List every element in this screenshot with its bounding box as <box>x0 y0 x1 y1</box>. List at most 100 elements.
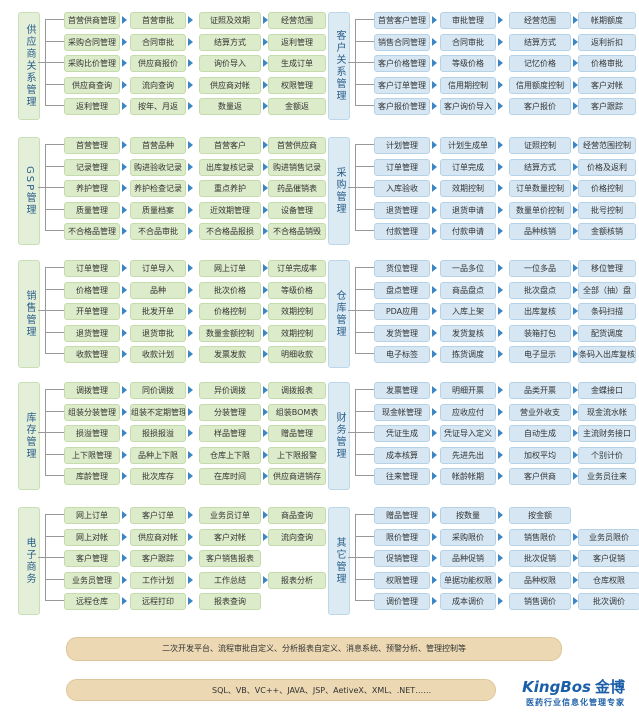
row-connector <box>45 230 64 231</box>
bracket-connector <box>348 62 355 63</box>
arrow-right-icon <box>498 162 503 171</box>
feature-item: 药品催销表 <box>268 180 326 197</box>
arrow-right-icon <box>263 102 268 110</box>
feature-item: 设备管理 <box>268 201 326 219</box>
row-connector <box>355 410 374 412</box>
feature-item: 金额返 <box>268 98 326 115</box>
row-connector <box>355 267 374 268</box>
section-label: GSP管理 <box>18 137 40 245</box>
feature-item: 按年、月返 <box>130 98 186 115</box>
row-connector <box>45 410 64 412</box>
arrow-right-icon <box>188 205 193 214</box>
feature-item: 返利管理 <box>268 33 326 51</box>
section-label: 仓库管理 <box>328 260 350 368</box>
arrow-right-icon <box>573 472 578 480</box>
feature-item: 异价调拨 <box>199 382 261 399</box>
section-label: 电子商务 <box>18 507 40 615</box>
feature-item: 仓库权限 <box>578 571 639 589</box>
row-connector <box>355 535 374 537</box>
section-label: 供应商关系管理 <box>18 12 40 120</box>
row-connector <box>355 288 374 290</box>
feature-item: 退货申请 <box>440 201 496 219</box>
arrow-right-icon <box>263 162 268 171</box>
module-item: 返利管理 <box>64 98 120 115</box>
feature-item: 客户询价导入 <box>440 98 496 115</box>
module-item: 赠品管理 <box>374 507 430 524</box>
feature-item: 合同审批 <box>130 33 186 51</box>
arrow-right-icon <box>188 227 193 235</box>
arrow-right-icon <box>432 532 437 541</box>
feature-item: 数量返 <box>199 98 261 115</box>
feature-item: 凭证导入定义 <box>440 425 496 442</box>
arrow-right-icon <box>573 80 578 89</box>
feature-item: 流向查询 <box>130 76 186 94</box>
section-label: 客户关系管理 <box>328 12 350 120</box>
arrow-right-icon <box>573 386 578 394</box>
feature-item: 报表分析 <box>268 571 326 589</box>
module-item: 网上订单 <box>64 507 120 524</box>
module-item: 价格管理 <box>64 281 120 299</box>
feature-item: 结算方式 <box>509 33 571 51</box>
module-item: 调拨管理 <box>64 382 120 399</box>
feature-item: 供应商报价 <box>130 55 186 72</box>
feature-item: 订单完成率 <box>268 260 326 277</box>
arrow-right-icon <box>122 575 127 584</box>
feature-item: 商品查询 <box>268 507 326 524</box>
feature-item: 价格审批 <box>578 55 636 72</box>
feature-item: 按数量 <box>440 507 496 524</box>
arrow-right-icon <box>188 575 193 584</box>
technology-banner: SQL、VB、VC++、JAVA、JSP、AetiveX、XML、.NET…… <box>66 679 496 701</box>
arrow-right-icon <box>188 407 193 416</box>
arrow-right-icon <box>263 407 268 416</box>
arrow-right-icon <box>188 597 193 605</box>
arrow-right-icon <box>263 386 268 394</box>
feature-item: 价格控制 <box>199 303 261 320</box>
feature-item: 个别计价 <box>578 446 636 464</box>
arrow-right-icon <box>498 16 503 24</box>
section-s3: 采购管理 计划管理 计划生成单 证照控制 经营范围控制 订单管理 订单完成 结算方式 价格及返利… <box>328 135 636 250</box>
module-item: 损溢管理 <box>64 425 120 442</box>
module-item: PDA应用 <box>374 303 430 320</box>
arrow-right-icon <box>122 205 127 214</box>
feature-item: 结算方式 <box>199 33 261 51</box>
feature-item: 配货调度 <box>578 324 636 342</box>
feature-item: 流向查询 <box>268 528 326 546</box>
row-connector <box>45 310 64 311</box>
module-item: 不合格品管理 <box>64 223 120 240</box>
feature-item: 出库复核 <box>509 303 571 320</box>
arrow-right-icon <box>573 532 578 541</box>
feature-item: 退货审批 <box>130 324 186 342</box>
arrow-right-icon <box>263 429 268 437</box>
feature-item: 重点养护 <box>199 180 261 197</box>
arrow-right-icon <box>498 102 503 110</box>
row-connector <box>45 19 64 20</box>
module-item: 货位管理 <box>374 260 430 277</box>
section-label-text: 库存管理 <box>24 412 35 460</box>
arrow-right-icon <box>188 102 193 110</box>
feature-item: 权限管理 <box>268 76 326 94</box>
feature-item: 收款计划 <box>130 346 186 363</box>
bracket-connector <box>38 187 45 188</box>
arrow-right-icon <box>122 141 127 149</box>
row-connector <box>355 230 374 231</box>
module-item: 盘点管理 <box>374 281 430 299</box>
section-label: 财务管理 <box>328 382 350 490</box>
arrow-right-icon <box>263 285 268 294</box>
arrow-right-icon <box>432 472 437 480</box>
module-item: 成本核算 <box>374 446 430 464</box>
feature-item: 信用额度控制 <box>509 76 571 94</box>
feature-item: 等级价格 <box>268 281 326 299</box>
module-item: 组装分装管理 <box>64 403 120 421</box>
arrow-right-icon <box>263 575 268 584</box>
row-connector <box>45 353 64 354</box>
module-item: 开单管理 <box>64 303 120 320</box>
row-connector <box>355 331 374 333</box>
arrow-right-icon <box>498 37 503 46</box>
arrow-right-icon <box>432 386 437 394</box>
arrow-right-icon <box>122 328 127 337</box>
arrow-right-icon <box>263 59 268 67</box>
section-s2: GSP管理 首营管理 首营品种 首营客户 首营供应商 记录管理 购进验收记录 出库复核记录 购进… <box>18 135 326 250</box>
arrow-right-icon <box>188 386 193 394</box>
logo-brand-cn: 金博 <box>594 678 625 696</box>
row-connector <box>355 40 374 42</box>
